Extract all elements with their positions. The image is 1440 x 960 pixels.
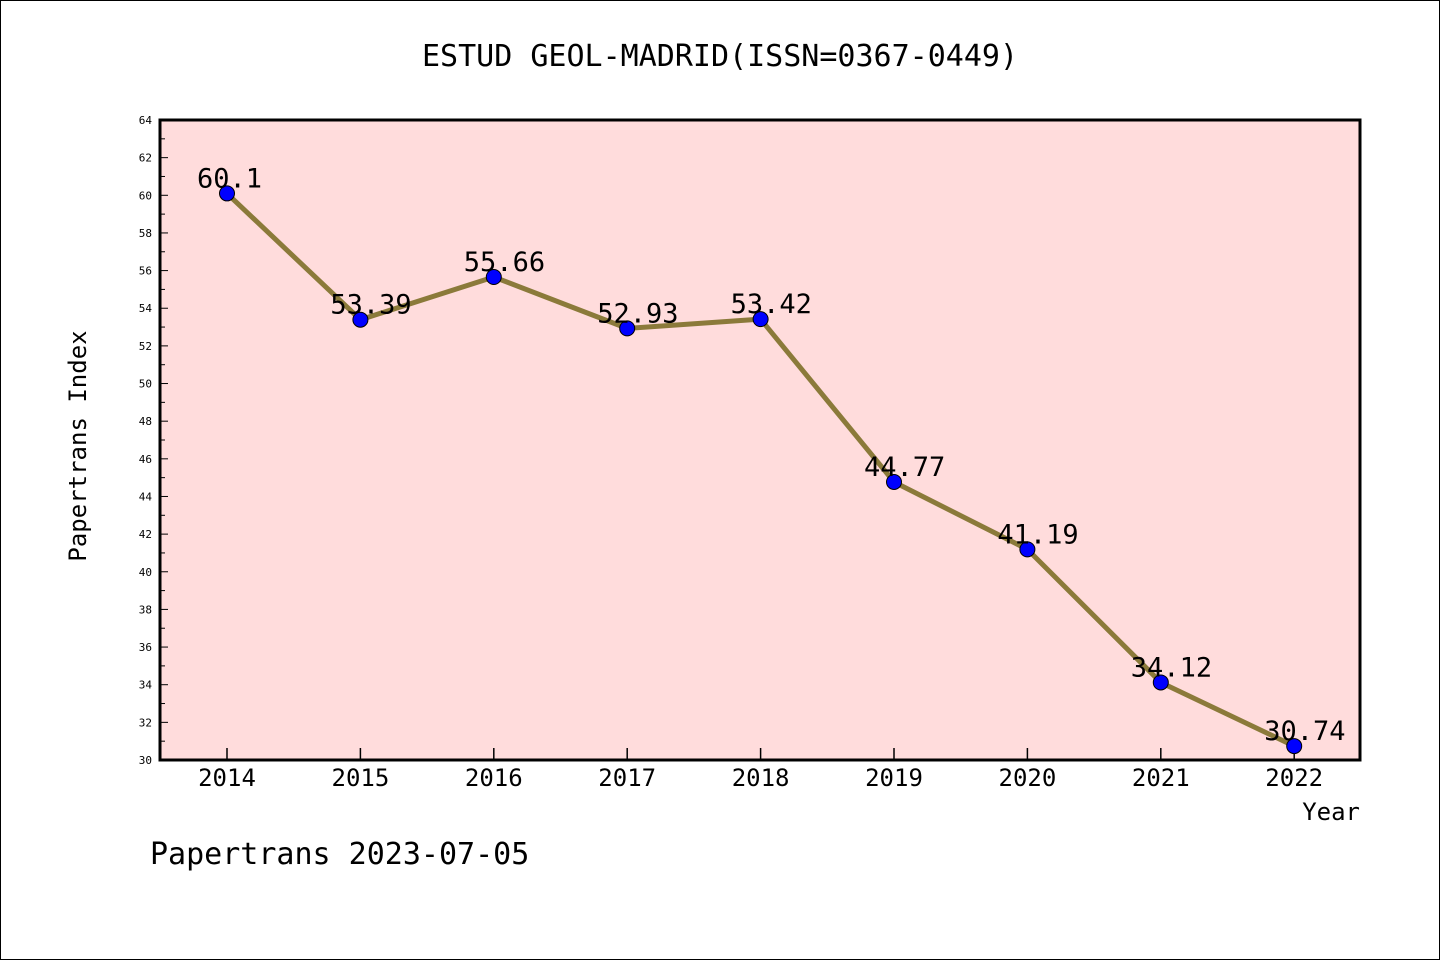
y-tick-label: 42 bbox=[139, 528, 152, 541]
x-tick-label: 2021 bbox=[1132, 764, 1190, 792]
y-tick-label: 38 bbox=[139, 603, 152, 616]
data-label: 52.93 bbox=[597, 298, 678, 329]
data-label: 34.12 bbox=[1131, 652, 1212, 683]
data-point bbox=[1286, 738, 1303, 755]
data-label: 30.74 bbox=[1264, 716, 1345, 747]
data-point bbox=[352, 311, 369, 328]
x-axis-label: Year bbox=[1302, 798, 1360, 826]
y-tick-label: 54 bbox=[139, 302, 153, 315]
y-tick-label: 48 bbox=[139, 415, 152, 428]
data-label: 55.66 bbox=[464, 247, 545, 278]
data-point bbox=[1019, 541, 1036, 558]
y-tick-label: 56 bbox=[139, 265, 152, 278]
x-tick-label: 2016 bbox=[465, 764, 523, 792]
data-point bbox=[1152, 674, 1169, 691]
data-point bbox=[752, 311, 769, 328]
x-tick-label: 2017 bbox=[598, 764, 656, 792]
x-tick-label: 2020 bbox=[999, 764, 1057, 792]
x-axis: 2014 2015 2016 2017 2018 2019 2020 2021 2022 bbox=[198, 748, 1323, 792]
series-group: 60.1 53.39 55.66 52.93 53.42 44.77 41.19 34.12 3… bbox=[197, 163, 1345, 755]
y-tick-label: 58 bbox=[139, 227, 152, 240]
y-tick-label: 46 bbox=[139, 453, 152, 466]
x-tick-label: 2014 bbox=[198, 764, 256, 792]
y-tick-label: 36 bbox=[139, 641, 152, 654]
y-tick-label: 50 bbox=[139, 378, 152, 391]
data-label: 60.1 bbox=[197, 163, 262, 194]
y-tick-label: 40 bbox=[139, 566, 152, 579]
y-axis-label: Papertrans Index bbox=[64, 330, 92, 561]
data-label: 53.42 bbox=[731, 289, 812, 320]
y-tick-label: 44 bbox=[139, 490, 153, 503]
data-point bbox=[619, 320, 636, 337]
data-point bbox=[485, 268, 502, 285]
plot-area bbox=[160, 120, 1360, 760]
y-tick-label: 32 bbox=[139, 716, 152, 729]
chart-title: ESTUD GEOL-MADRID(ISSN=0367-0449) bbox=[422, 39, 1018, 74]
data-label: 53.39 bbox=[330, 290, 411, 321]
plot-border bbox=[158, 118, 1362, 762]
data-label: 41.19 bbox=[997, 519, 1078, 550]
data-point bbox=[219, 185, 235, 202]
x-tick-label: 2019 bbox=[865, 764, 923, 792]
y-tick-label: 60 bbox=[139, 189, 152, 202]
data-point bbox=[886, 473, 902, 490]
y-tick-label: 62 bbox=[139, 152, 152, 165]
y-axis: 30 32 34 36 38 40 42 44 46 48 50 52 54 56 58 60 62 64 bbox=[139, 114, 168, 767]
y-tick-label: 52 bbox=[139, 340, 152, 353]
x-tick-label: 2015 bbox=[332, 764, 390, 792]
x-tick-label: 2022 bbox=[1265, 764, 1323, 792]
y-tick-label: 30 bbox=[139, 754, 152, 767]
y-tick-label: 34 bbox=[139, 679, 153, 692]
y-tick-label: 64 bbox=[139, 114, 153, 127]
x-tick-label: 2018 bbox=[732, 764, 790, 792]
data-label: 44.77 bbox=[864, 452, 945, 483]
footer-watermark: Papertrans 2023-07-05 bbox=[150, 837, 529, 872]
